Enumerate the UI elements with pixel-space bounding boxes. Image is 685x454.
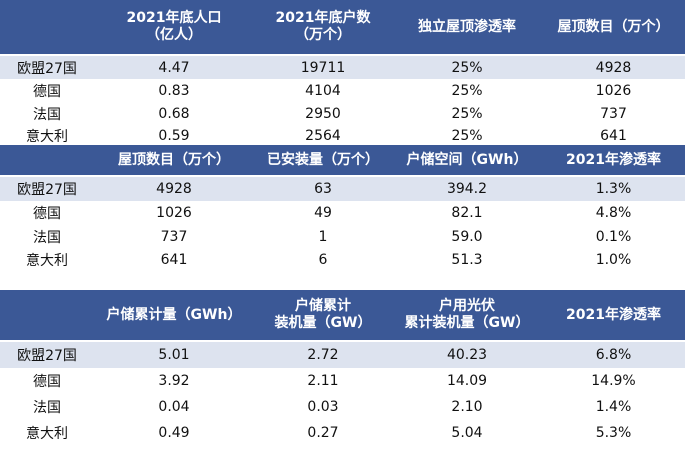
table-cell: 4.47 xyxy=(158,59,190,76)
table-row: 意大利 0.49 0.27 5.04 5.3% xyxy=(0,420,685,446)
table-cell: 25% xyxy=(451,105,483,122)
header-cell: 屋顶数目（万个） xyxy=(542,0,685,54)
header-cell: 2021年底户数 （万个） xyxy=(254,0,392,54)
table-row: 意大利 641 6 51.3 1.0% xyxy=(0,249,685,271)
table-cell: 4104 xyxy=(305,82,341,99)
table-cell: 0.49 xyxy=(158,425,190,441)
row-label: 欧盟27国 xyxy=(17,348,77,364)
table-row: 德国 3.92 2.11 14.09 14.9% xyxy=(0,368,685,394)
table-row: 意大利 0.59 2564 25% 641 xyxy=(0,125,685,147)
table-cell: 63 xyxy=(314,181,332,197)
table-row: 法国 0.04 0.03 2.10 1.4% xyxy=(0,394,685,420)
header-cell: 户用光伏 累计装机量（GW） xyxy=(392,290,542,340)
table-cumulative-capacity: 户储累计量（GWh） 户储累计 装机量（GW） 户用光伏 累计装机量（GW） 2… xyxy=(0,290,685,446)
table-cell: 2.10 xyxy=(451,399,483,415)
table-cell: 4928 xyxy=(595,59,632,76)
table-cell: 25% xyxy=(451,82,483,99)
table-cell: 737 xyxy=(600,105,627,122)
table-cell: 4.8% xyxy=(595,205,632,221)
row-label: 欧盟27国 xyxy=(17,182,77,198)
header-cell: 独立屋顶渗透率 xyxy=(392,0,542,54)
table-cell: 5.01 xyxy=(158,347,190,363)
table-row: 欧盟27国 4928 63 394.2 1.3% xyxy=(0,177,685,201)
header-cell: 2021年渗透率 xyxy=(542,290,685,340)
table-cell: 5.04 xyxy=(451,425,483,441)
table-cell: 2.72 xyxy=(307,347,339,363)
table-cell: 0.03 xyxy=(307,399,339,415)
table-storage-penetration: 屋顶数目（万个） 已安装量（万个） 户储空间（GWh） 2021年渗透率 欧盟2… xyxy=(0,145,685,271)
row-label: 德国 xyxy=(33,206,61,222)
table-cell: 51.3 xyxy=(451,252,483,268)
table-population: 2021年底人口 （亿人） 2021年底户数 （万个） 独立屋顶渗透率 屋顶数目… xyxy=(0,0,685,147)
table-cell: 641 xyxy=(600,128,627,144)
table-row: 欧盟27国 4.47 19711 25% 4928 xyxy=(0,56,685,79)
table-row: 法国 0.68 2950 25% 737 xyxy=(0,102,685,125)
table-cell: 737 xyxy=(160,229,188,245)
table-cell: 25% xyxy=(451,59,483,76)
header-cell: 户储累计量（GWh） xyxy=(94,290,254,340)
header-cell xyxy=(0,145,94,175)
header-cell xyxy=(0,290,94,340)
table-cell: 0.83 xyxy=(158,82,190,99)
table-cell: 49 xyxy=(314,205,332,221)
table-cell: 59.0 xyxy=(451,229,483,245)
header-cell: 户储空间（GWh） xyxy=(392,145,542,175)
table-cell: 1.4% xyxy=(595,399,632,415)
row-label: 意大利 xyxy=(26,129,68,145)
row-label: 法国 xyxy=(33,400,61,416)
table-header: 屋顶数目（万个） 已安装量（万个） 户储空间（GWh） 2021年渗透率 xyxy=(0,145,685,177)
table-cell: 14.9% xyxy=(591,373,636,389)
header-cell: 已安装量（万个） xyxy=(254,145,392,175)
table-cell: 0.1% xyxy=(595,229,632,245)
table-header: 户储累计量（GWh） 户储累计 装机量（GW） 户用光伏 累计装机量（GW） 2… xyxy=(0,290,685,342)
table-cell: 1026 xyxy=(156,205,192,221)
row-label: 意大利 xyxy=(26,253,68,269)
table-row: 德国 0.83 4104 25% 1026 xyxy=(0,79,685,102)
header-cell: 2021年底人口 （亿人） xyxy=(94,0,254,54)
table-cell: 2564 xyxy=(305,128,341,144)
row-label: 德国 xyxy=(33,374,61,390)
table-header: 2021年底人口 （亿人） 2021年底户数 （万个） 独立屋顶渗透率 屋顶数目… xyxy=(0,0,685,56)
row-label: 法国 xyxy=(33,230,61,246)
table-cell: 0.04 xyxy=(158,399,190,415)
table-cell: 641 xyxy=(160,252,188,268)
table-cell: 1 xyxy=(318,229,328,245)
row-label: 法国 xyxy=(33,106,61,123)
table-cell: 6.8% xyxy=(595,347,632,363)
table-cell: 2.11 xyxy=(307,373,339,389)
row-label: 意大利 xyxy=(26,426,68,442)
table-cell: 1.3% xyxy=(595,181,632,197)
table-cell: 14.09 xyxy=(446,373,488,389)
table-row: 法国 737 1 59.0 0.1% xyxy=(0,225,685,249)
table-row: 欧盟27国 5.01 2.72 40.23 6.8% xyxy=(0,342,685,368)
table-cell: 1026 xyxy=(595,82,632,99)
table-cell: 2950 xyxy=(305,105,341,122)
table-cell: 0.68 xyxy=(158,105,190,122)
header-cell: 2021年渗透率 xyxy=(542,145,685,175)
table-cell: 394.2 xyxy=(446,181,488,197)
row-label: 德国 xyxy=(33,83,61,100)
table-cell: 25% xyxy=(451,128,483,144)
table-cell: 3.92 xyxy=(158,373,190,389)
header-cell: 屋顶数目（万个） xyxy=(94,145,254,175)
table-cell: 1.0% xyxy=(595,252,632,268)
header-cell: 户储累计 装机量（GW） xyxy=(254,290,392,340)
table-cell: 40.23 xyxy=(446,347,488,363)
table-cell: 5.3% xyxy=(595,425,632,441)
header-cell xyxy=(0,0,94,54)
table-cell: 19711 xyxy=(300,59,346,76)
row-label: 欧盟27国 xyxy=(17,60,77,77)
table-cell: 0.27 xyxy=(307,425,339,441)
table-cell: 6 xyxy=(318,252,328,268)
table-cell: 4928 xyxy=(156,181,192,197)
table-cell: 82.1 xyxy=(451,205,483,221)
table-row: 德国 1026 49 82.1 4.8% xyxy=(0,201,685,225)
table-cell: 0.59 xyxy=(158,128,190,144)
